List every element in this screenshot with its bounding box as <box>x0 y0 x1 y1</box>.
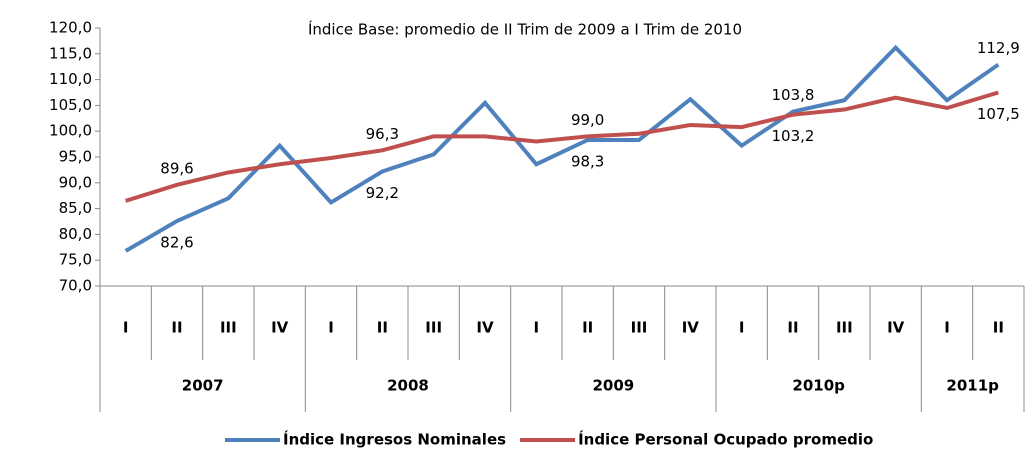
y-tick-label: 85,0 <box>59 199 92 217</box>
series-line <box>124 44 1000 253</box>
x-tick-label: IV <box>887 319 905 337</box>
x-tick-label: IV <box>476 319 494 337</box>
x-tick-label: I <box>944 319 950 337</box>
x-tick-label: III <box>631 319 648 337</box>
x-tick-label: II <box>171 319 182 337</box>
group-label: 2010p <box>792 377 845 395</box>
group-label: 2009 <box>592 377 634 395</box>
group-label: 2007 <box>182 377 224 395</box>
data-label: 107,5 <box>977 105 1020 123</box>
y-tick-label: 115,0 <box>49 44 92 62</box>
data-label: 92,2 <box>366 184 399 202</box>
x-tick-label: IV <box>271 319 289 337</box>
data-label: 98,3 <box>571 152 604 170</box>
data-label: 112,9 <box>977 39 1020 57</box>
data-label: 99,0 <box>571 111 604 129</box>
x-tick-label: IV <box>682 319 700 337</box>
y-tick-label: 75,0 <box>59 251 92 269</box>
x-tick-label: II <box>787 319 798 337</box>
y-tick-label: 70,0 <box>59 277 92 295</box>
y-tick-label: 100,0 <box>49 122 92 140</box>
x-tick-label: I <box>739 319 745 337</box>
x-tick-label: I <box>123 319 129 337</box>
y-tick-label: 95,0 <box>59 148 92 166</box>
y-tick-label: 105,0 <box>49 96 92 114</box>
chart-title: Índice Base: promedio de II Trim de 2009… <box>308 20 742 39</box>
group-label: 2011p <box>946 377 999 395</box>
x-tick-label: I <box>534 319 540 337</box>
x-tick-label: II <box>582 319 593 337</box>
x-tick-label: III <box>425 319 442 337</box>
y-tick-label: 120,0 <box>49 19 92 37</box>
legend-label: Índice Ingresos Nominales <box>283 430 506 449</box>
x-tick-label: III <box>836 319 853 337</box>
data-label: 96,3 <box>366 125 399 143</box>
data-label: 89,6 <box>160 159 193 177</box>
group-label: 2008 <box>387 377 429 395</box>
y-tick-label: 110,0 <box>49 70 92 88</box>
data-label: 103,8 <box>772 86 815 104</box>
x-tick-label: I <box>328 319 334 337</box>
x-tick-label: III <box>220 319 237 337</box>
x-tick-label: II <box>377 319 388 337</box>
x-tick-label: II <box>993 319 1004 337</box>
legend-label: Índice Personal Ocupado promedio <box>578 430 873 449</box>
data-label: 103,2 <box>772 127 815 145</box>
y-tick-label: 90,0 <box>59 173 92 191</box>
y-tick-label: 80,0 <box>59 225 92 243</box>
data-label: 82,6 <box>160 233 193 251</box>
series-line <box>125 90 999 203</box>
